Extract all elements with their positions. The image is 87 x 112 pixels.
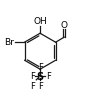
Text: F: F [38,63,43,72]
Text: F: F [30,72,35,81]
Text: F: F [46,72,51,81]
Text: S: S [37,71,44,81]
Text: OH: OH [33,17,47,26]
Text: Br: Br [5,38,14,47]
Text: O: O [61,21,68,30]
Text: F: F [30,81,35,90]
Text: F: F [38,81,43,90]
